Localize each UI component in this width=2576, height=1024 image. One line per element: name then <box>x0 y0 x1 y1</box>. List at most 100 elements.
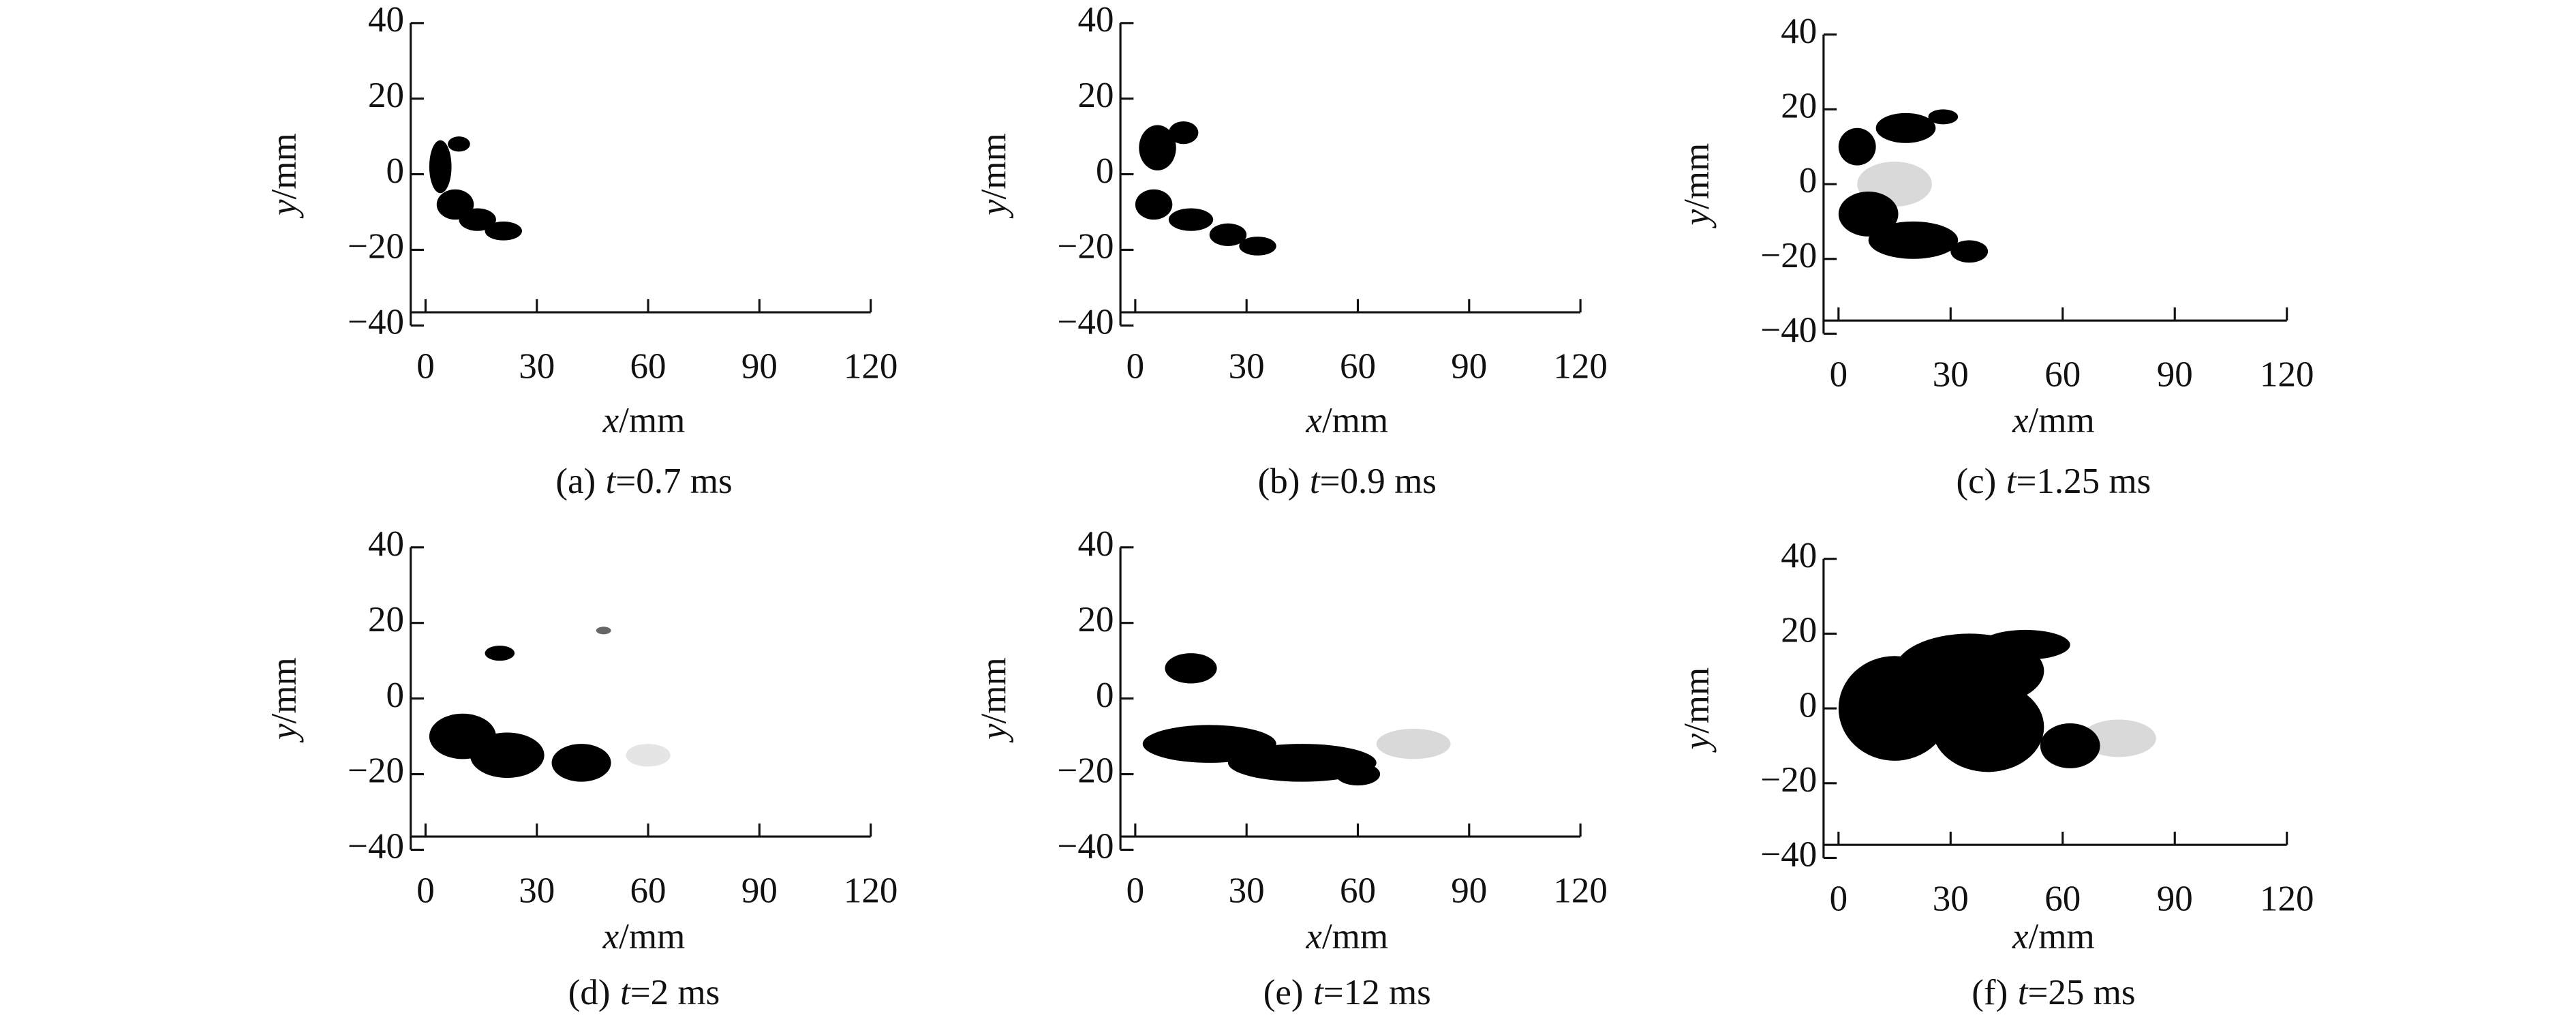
y-label-var: y <box>1677 209 1717 228</box>
x-tick-label: 0 <box>416 871 435 911</box>
caption-label: (d) <box>568 973 611 1012</box>
x-tick-label: 0 <box>1830 879 1848 919</box>
spray-image <box>1142 653 1451 786</box>
spray-region <box>1239 237 1276 256</box>
caption-var: t <box>2006 462 2017 501</box>
y-label-unit: /mm <box>1677 667 1717 734</box>
y-label-var: y <box>264 723 304 743</box>
x-tick-label: 120 <box>2260 355 2314 395</box>
y-tick-label: 20 <box>1077 76 1114 115</box>
x-label-var: x <box>602 917 619 957</box>
x-tick-label: 0 <box>416 347 435 387</box>
x-label-unit: /mm <box>619 401 685 440</box>
spray-region <box>1139 125 1176 171</box>
y-tick-label: 0 <box>1799 161 1818 200</box>
caption-value: =2 ms <box>630 973 720 1012</box>
x-tick-label: 90 <box>2157 355 2193 395</box>
x-tick-label: 90 <box>741 871 778 911</box>
x-label-unit: /mm <box>1322 401 1388 440</box>
spray-region <box>448 136 470 152</box>
y-tick-label: −40 <box>348 303 404 342</box>
y-tick-label: 40 <box>1077 524 1114 564</box>
spray-image <box>1838 109 1989 263</box>
spray-region <box>2040 723 2100 768</box>
spray-region <box>1950 240 1989 263</box>
spray-region <box>1838 127 1876 166</box>
spray-region <box>1875 112 1936 143</box>
x-tick-label: 60 <box>2044 355 2081 395</box>
spray-image <box>429 627 671 782</box>
y-label-unit: /mm <box>264 657 304 723</box>
spray-region <box>470 732 545 779</box>
y-tick-label: 20 <box>1077 600 1114 639</box>
y-tick-label: 40 <box>368 524 404 564</box>
y-axis-label: y/mm <box>264 657 304 743</box>
caption-var: t <box>1313 973 1324 1012</box>
y-axis-label: y/mm <box>264 133 304 219</box>
y-tick-label: −40 <box>1760 311 1817 350</box>
y-tick-label: 0 <box>386 676 405 715</box>
y-tick-label: −40 <box>348 827 404 867</box>
spray-region <box>1868 221 1959 259</box>
y-tick-label: 20 <box>368 600 404 639</box>
x-axis-label: x/mm <box>602 401 686 440</box>
x-tick-label: 120 <box>844 871 898 911</box>
y-axis-label: y/mm <box>1677 143 1717 229</box>
spray-region <box>1980 629 2070 660</box>
x-tick-label: 30 <box>1933 879 1969 919</box>
x-tick-label: 120 <box>1553 347 1608 387</box>
x-tick-label: 90 <box>741 347 778 387</box>
y-axis-label: y/mm <box>1677 667 1717 753</box>
caption: (f) t=25 ms <box>1972 973 2135 1012</box>
y-label-var: y <box>1677 733 1717 753</box>
x-tick-label: 120 <box>1553 871 1608 911</box>
caption-label: (f) <box>1972 973 2008 1012</box>
x-tick-label: 30 <box>1229 871 1265 911</box>
caption-value: =25 ms <box>2027 973 2135 1012</box>
caption-var: t <box>1310 462 1321 501</box>
spray-region <box>551 744 611 782</box>
y-tick-label: 0 <box>1096 676 1114 715</box>
x-axis-label: x/mm <box>2012 917 2095 957</box>
y-label-unit: /mm <box>974 133 1013 199</box>
caption-label: (c) <box>1956 462 1996 501</box>
caption: (e) t=12 ms <box>1263 973 1431 1012</box>
y-tick-label: 0 <box>386 151 405 191</box>
x-label-var: x <box>602 401 619 440</box>
spray-image <box>1838 629 2156 772</box>
spray-region <box>626 744 671 767</box>
spray-region <box>2081 719 2156 757</box>
x-axis-label: x/mm <box>2012 401 2095 440</box>
spray-region <box>459 208 496 231</box>
y-axis-label: y/mm <box>974 657 1013 743</box>
y-tick-label: −20 <box>1760 760 1817 800</box>
y-label-var: y <box>974 199 1013 219</box>
y-label-unit: /mm <box>264 133 304 199</box>
spray-image <box>1135 121 1276 256</box>
x-tick-label: 60 <box>1340 347 1376 387</box>
x-axis-label: x/mm <box>1305 401 1388 440</box>
caption-var: t <box>620 973 631 1012</box>
spray-region <box>1209 223 1247 246</box>
x-label-unit: /mm <box>2029 401 2095 440</box>
spray-region <box>429 140 452 194</box>
x-tick-label: 60 <box>1340 871 1376 911</box>
y-tick-label: −20 <box>348 751 404 791</box>
caption-value: =0.7 ms <box>615 462 732 501</box>
spray-region <box>1931 682 2044 772</box>
y-tick-label: 40 <box>1781 536 1817 575</box>
caption-label: (b) <box>1258 462 1300 501</box>
caption-value: =12 ms <box>1323 973 1431 1012</box>
spray-region <box>1335 762 1381 786</box>
y-tick-label: −20 <box>1058 227 1114 267</box>
y-tick-label: 20 <box>1781 87 1817 126</box>
caption: (d) t=2 ms <box>568 973 720 1012</box>
spray-region <box>485 221 522 241</box>
x-tick-label: 120 <box>844 347 898 387</box>
caption-value: =1.25 ms <box>2017 462 2151 501</box>
